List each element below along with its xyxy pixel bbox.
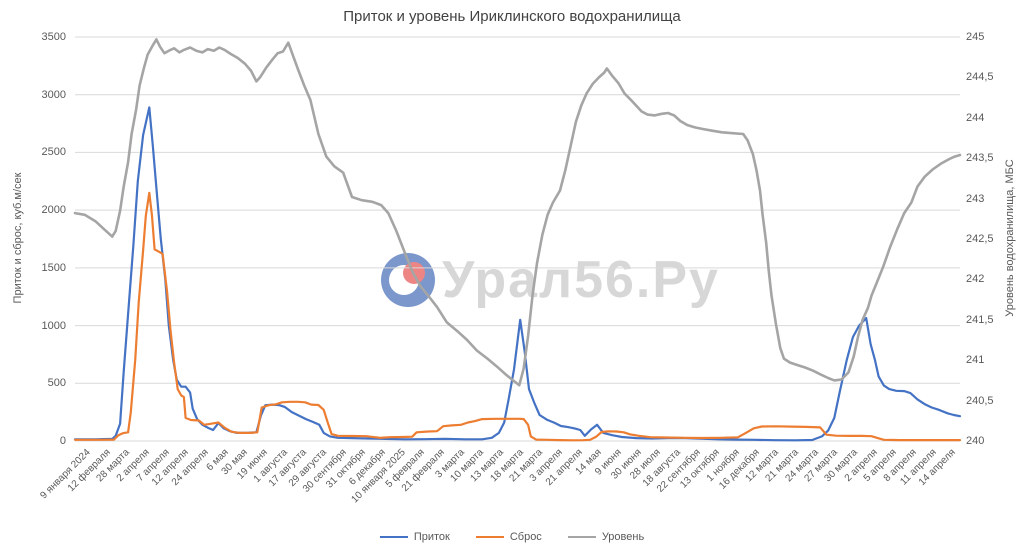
series-line-pritok xyxy=(73,106,962,442)
series-line-sbros xyxy=(73,191,962,442)
legend-line-icon xyxy=(475,536,504,538)
ural56-logo-icon xyxy=(381,253,435,307)
legend-label: Уровень xyxy=(601,531,645,543)
legend-item-uroven: Уровень xyxy=(567,531,645,543)
legend-line-icon xyxy=(379,536,408,538)
legend-label: Сброс xyxy=(509,531,542,543)
legend-item-pritok: Приток xyxy=(379,531,450,543)
legend: Приток Сброс Уровень xyxy=(0,531,1024,543)
series-line-uroven xyxy=(73,38,962,387)
legend-line-icon xyxy=(567,536,596,538)
legend-item-sbros: Сброс xyxy=(475,531,542,543)
chart-title: Приток и уровень Ириклинского водохранил… xyxy=(343,8,681,25)
watermark-text: Урал56.Ру xyxy=(442,251,720,309)
legend-label: Приток xyxy=(413,531,450,543)
